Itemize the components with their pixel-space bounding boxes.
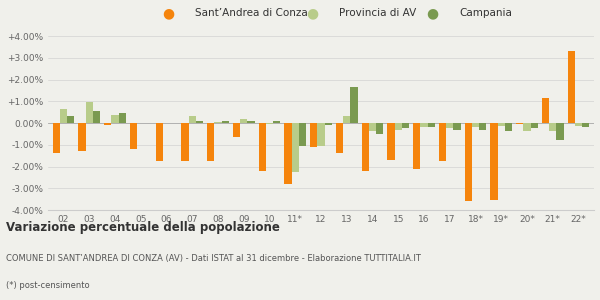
Text: ●: ● — [162, 7, 174, 20]
Bar — [439, 123, 446, 161]
Bar — [233, 123, 240, 137]
Bar — [60, 109, 67, 123]
Bar — [343, 116, 350, 123]
Bar — [86, 102, 93, 123]
Bar — [284, 123, 292, 184]
Bar — [413, 123, 421, 169]
Bar — [104, 123, 112, 125]
Bar — [388, 123, 395, 160]
Bar — [582, 123, 589, 127]
Bar — [119, 113, 126, 123]
Bar — [505, 123, 512, 130]
Bar — [556, 123, 563, 140]
Bar — [67, 116, 74, 123]
Bar — [207, 123, 214, 161]
Bar — [402, 123, 409, 128]
Bar — [266, 123, 273, 124]
Bar — [325, 123, 332, 125]
Bar — [181, 123, 188, 161]
Text: (*) post-censimento: (*) post-censimento — [6, 280, 89, 290]
Bar — [369, 123, 376, 130]
Bar — [530, 123, 538, 128]
Bar — [299, 123, 306, 146]
Bar — [428, 123, 435, 127]
Bar — [155, 123, 163, 161]
Bar — [196, 121, 203, 123]
Bar — [350, 87, 358, 123]
Bar — [362, 123, 369, 171]
Bar — [549, 123, 556, 130]
Bar — [188, 116, 196, 123]
Bar — [79, 123, 86, 151]
Bar — [516, 123, 523, 124]
Bar — [93, 111, 100, 123]
Bar — [421, 123, 428, 127]
Text: Campania: Campania — [459, 8, 512, 19]
Bar — [465, 123, 472, 201]
Bar — [454, 123, 461, 130]
Bar — [240, 119, 247, 123]
Bar — [214, 122, 221, 123]
Text: COMUNE DI SANT’ANDREA DI CONZA (AV) - Dati ISTAT al 31 dicembre - Elaborazione T: COMUNE DI SANT’ANDREA DI CONZA (AV) - Da… — [6, 254, 421, 262]
Text: Sant’Andrea di Conza: Sant’Andrea di Conza — [195, 8, 308, 19]
Bar — [497, 123, 505, 126]
Bar — [273, 121, 280, 123]
Bar — [259, 123, 266, 171]
Bar — [317, 123, 325, 146]
Text: Provincia di AV: Provincia di AV — [339, 8, 416, 19]
Bar — [523, 123, 530, 130]
Bar — [53, 123, 60, 154]
Bar — [446, 123, 454, 128]
Bar — [112, 116, 119, 123]
Bar — [479, 123, 487, 130]
Text: Variazione percentuale della popolazione: Variazione percentuale della popolazione — [6, 220, 280, 233]
Bar — [490, 123, 497, 200]
Bar — [292, 123, 299, 172]
Bar — [130, 123, 137, 149]
Bar — [376, 123, 383, 134]
Bar — [336, 123, 343, 154]
Bar — [310, 123, 317, 147]
Bar — [575, 123, 582, 126]
Bar — [568, 51, 575, 123]
Text: ●: ● — [306, 7, 318, 20]
Bar — [221, 121, 229, 123]
Bar — [247, 121, 254, 123]
Bar — [395, 123, 402, 130]
Bar — [542, 98, 549, 123]
Bar — [472, 123, 479, 127]
Text: ●: ● — [426, 7, 438, 20]
